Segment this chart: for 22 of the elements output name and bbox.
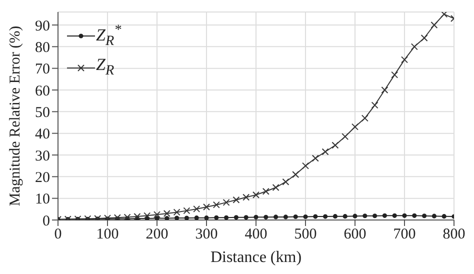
x-tick-label: 700 (393, 226, 416, 243)
y-tick-label: 70 (35, 62, 50, 78)
y-tick-label: 90 (35, 18, 50, 34)
y-tick-label: 80 (35, 40, 50, 56)
x-tick-label: 0 (54, 226, 62, 243)
x-tick-label: 400 (244, 226, 268, 243)
x-tick-label: 500 (294, 226, 317, 243)
legend-label: Z$_{R}$ (96, 55, 114, 78)
y-tick-label: 60 (35, 83, 50, 100)
x-tick-label: 100 (96, 226, 119, 243)
y-tick-label: 10 (35, 192, 50, 208)
x-tick-label: 300 (195, 226, 218, 243)
y-tick-label: 40 (35, 126, 50, 143)
x-tick-label: 800 (442, 226, 466, 243)
x-axis-title: Distance (km) (210, 249, 302, 266)
y-tick-label: 50 (35, 104, 50, 121)
y-tick-label: 30 (35, 148, 50, 164)
y-tick-label: 20 (35, 170, 50, 186)
y-axis-title: Magnitude Relative Error (%) (7, 26, 24, 206)
x-tick-label: 200 (146, 226, 168, 243)
x-tick-label: 600 (344, 226, 366, 243)
y-tick-label: 0 (42, 213, 50, 230)
